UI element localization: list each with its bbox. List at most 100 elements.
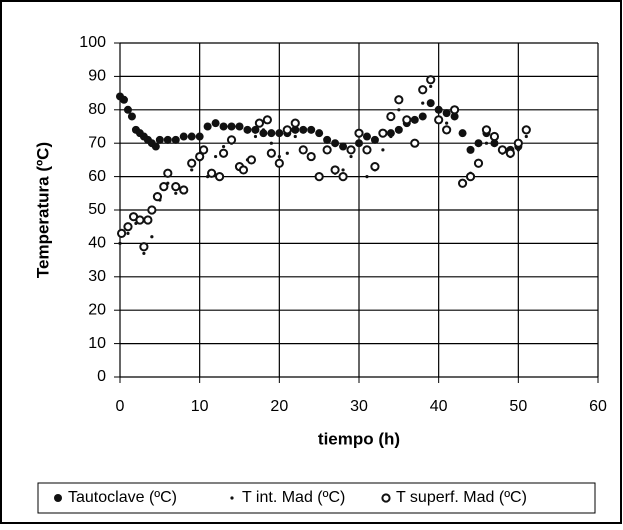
- point: [453, 114, 457, 119]
- point: [421, 101, 425, 105]
- point: [426, 99, 435, 108]
- point: [203, 122, 212, 131]
- point: [357, 141, 361, 145]
- point: [442, 109, 451, 118]
- point: [179, 132, 188, 141]
- point: [159, 182, 169, 192]
- point: [394, 95, 404, 105]
- point: [218, 148, 229, 158]
- point: [513, 138, 523, 148]
- y-tick-label: 100: [79, 34, 106, 51]
- point: [315, 129, 324, 138]
- point: [307, 125, 316, 134]
- legend-label: T superf. Mad (ºC): [396, 489, 527, 506]
- point: [489, 131, 500, 142]
- point: [119, 95, 128, 104]
- point: [143, 215, 153, 225]
- point: [243, 125, 252, 134]
- y-tick-label: 80: [88, 101, 106, 118]
- point: [410, 115, 419, 124]
- point: [253, 134, 258, 139]
- point: [285, 151, 289, 155]
- point: [199, 145, 209, 155]
- point: [516, 148, 520, 152]
- point: [490, 139, 499, 148]
- point: [214, 172, 225, 182]
- point: [267, 129, 276, 138]
- point: [127, 112, 136, 121]
- point: [142, 251, 146, 256]
- point: [354, 128, 364, 138]
- point: [365, 175, 369, 179]
- point: [226, 135, 237, 145]
- point: [306, 151, 316, 162]
- point: [123, 222, 133, 232]
- point: [445, 121, 449, 125]
- point: [505, 148, 515, 158]
- legend-label: Tautoclave (ºC): [68, 489, 177, 506]
- point: [378, 128, 388, 138]
- y-tick-label: 60: [88, 168, 106, 185]
- point: [238, 165, 249, 175]
- y-tick-label: 50: [88, 201, 106, 218]
- point: [266, 148, 276, 158]
- point: [269, 141, 273, 145]
- point: [118, 241, 122, 245]
- point: [418, 112, 427, 121]
- point: [298, 145, 308, 155]
- legend-box: [37, 482, 596, 514]
- x-tick-label: 40: [430, 398, 448, 415]
- point: [207, 168, 217, 178]
- point: [331, 139, 340, 148]
- point: [195, 151, 205, 162]
- point: [299, 125, 308, 134]
- point: [147, 205, 157, 215]
- point: [386, 111, 396, 122]
- point: [163, 168, 173, 178]
- y-tick-label: 40: [88, 235, 106, 252]
- y-tick-label: 10: [88, 335, 106, 352]
- point: [386, 129, 395, 138]
- point: [410, 138, 420, 148]
- point: [314, 172, 324, 182]
- point: [389, 134, 393, 139]
- point: [155, 135, 164, 144]
- point: [521, 125, 531, 135]
- y-tick-label: 70: [88, 134, 106, 151]
- point: [339, 142, 348, 151]
- x-axis-label: tiempo (h): [318, 429, 400, 448]
- point: [262, 115, 272, 125]
- y-tick-label: 0: [97, 368, 106, 385]
- point: [338, 172, 348, 182]
- point: [290, 118, 300, 128]
- point: [497, 145, 507, 155]
- legend-marker: [230, 496, 234, 500]
- point: [123, 105, 132, 114]
- point: [323, 135, 332, 144]
- point: [116, 228, 127, 238]
- point: [259, 129, 268, 138]
- y-tick-label: 20: [88, 301, 106, 318]
- point: [437, 108, 441, 112]
- point: [341, 168, 345, 172]
- point: [227, 122, 236, 131]
- point: [349, 154, 353, 159]
- point: [277, 154, 281, 159]
- point: [457, 178, 468, 188]
- point: [481, 125, 492, 135]
- point: [195, 132, 204, 141]
- point: [171, 182, 181, 192]
- x-tick-label: 0: [116, 398, 125, 415]
- point: [474, 139, 483, 148]
- point: [322, 145, 332, 155]
- point: [282, 125, 292, 135]
- x-tick-label: 30: [350, 398, 368, 415]
- point: [450, 105, 460, 115]
- point: [214, 154, 218, 159]
- x-tick-label: 50: [509, 398, 527, 415]
- point: [152, 192, 163, 202]
- point: [381, 148, 385, 152]
- point: [397, 108, 401, 112]
- x-tick-label: 20: [270, 398, 288, 415]
